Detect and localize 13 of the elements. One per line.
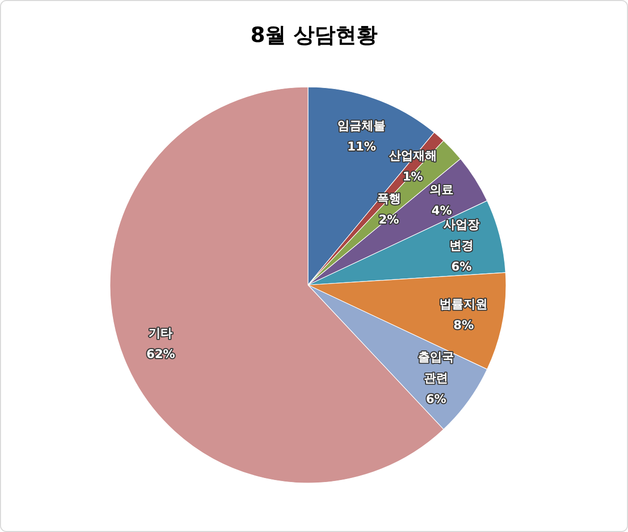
data-label: 6% — [426, 392, 446, 406]
slice-label: 임금체불 — [338, 118, 386, 132]
slice-label: 의료 — [430, 182, 454, 197]
slice-label: 출입국 관련 — [418, 350, 454, 386]
data-label: 11% — [347, 139, 376, 154]
data-label: 4% — [432, 204, 452, 218]
data-label: 8% — [453, 318, 474, 332]
slice-label: 법률지원 — [440, 297, 488, 312]
data-label: 6% — [451, 260, 472, 274]
slice-label: 사업장 변경 — [443, 218, 480, 253]
data-label: 62% — [146, 346, 176, 361]
slice-label: 기타 — [148, 326, 173, 340]
chart-title: 8월 상담현황 — [250, 23, 378, 47]
